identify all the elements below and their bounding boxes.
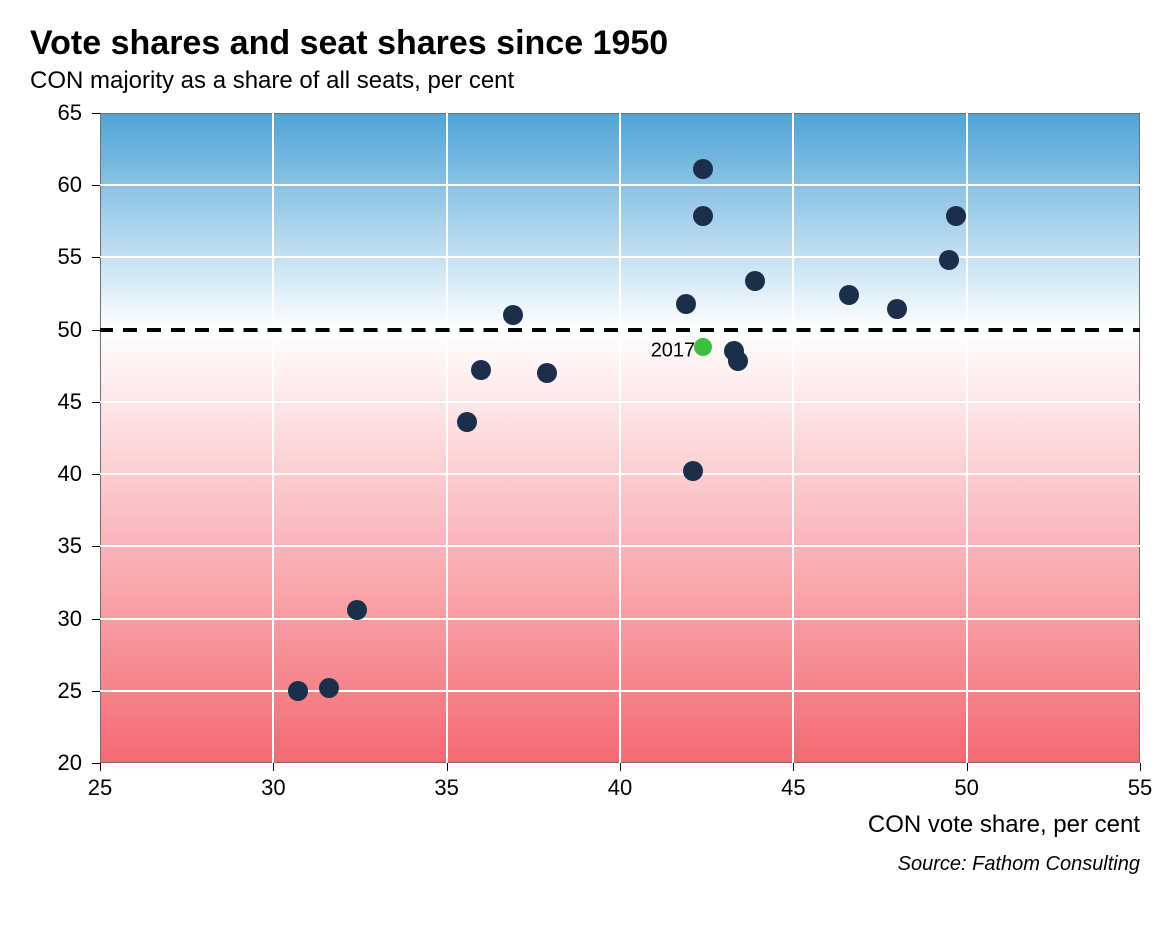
data-point <box>319 678 339 698</box>
y-tick-label: 35 <box>30 533 82 559</box>
data-point-annotation: 2017 <box>651 340 696 363</box>
x-tick-mark <box>793 763 794 771</box>
chart-subtitle: CON majority as a share of all seats, pe… <box>30 67 1140 95</box>
y-tick-label: 20 <box>30 750 82 776</box>
data-point <box>676 294 696 314</box>
x-tick-mark <box>967 763 968 771</box>
x-tick-mark <box>447 763 448 771</box>
y-tick-mark <box>92 185 100 186</box>
data-point <box>683 461 703 481</box>
y-tick-mark <box>92 763 100 764</box>
data-point <box>728 351 748 371</box>
x-tick-mark <box>100 763 101 771</box>
x-tick-label: 40 <box>608 775 632 801</box>
data-point <box>887 299 907 319</box>
data-point <box>347 600 367 620</box>
data-point <box>693 159 713 179</box>
gridline-v <box>619 113 621 763</box>
data-point <box>457 412 477 432</box>
y-tick-label: 30 <box>30 606 82 632</box>
x-tick-mark <box>620 763 621 771</box>
x-tick-label: 50 <box>954 775 978 801</box>
y-tick-label: 60 <box>30 172 82 198</box>
x-tick-label: 30 <box>261 775 285 801</box>
data-point <box>745 271 765 291</box>
x-tick-label: 45 <box>781 775 805 801</box>
data-point <box>503 305 523 325</box>
data-point <box>471 360 491 380</box>
y-tick-label: 55 <box>30 244 82 270</box>
data-point <box>839 285 859 305</box>
y-tick-mark <box>92 474 100 475</box>
y-tick-label: 25 <box>30 678 82 704</box>
y-tick-mark <box>92 257 100 258</box>
chart-source: Source: Fathom Consulting <box>100 853 1140 876</box>
data-point-highlight <box>694 338 712 356</box>
x-tick-label: 35 <box>434 775 458 801</box>
data-point <box>288 681 308 701</box>
chart-title: Vote shares and seat shares since 1950 <box>30 24 1140 63</box>
gridline-v <box>446 113 448 763</box>
chart-container: Vote shares and seat shares since 1950 C… <box>0 0 1170 925</box>
data-point <box>537 363 557 383</box>
y-tick-mark <box>92 330 100 331</box>
data-point <box>939 250 959 270</box>
gridline-v <box>966 113 968 763</box>
y-tick-label: 65 <box>30 100 82 126</box>
reference-line <box>100 328 1140 332</box>
y-tick-mark <box>92 402 100 403</box>
x-tick-mark <box>1140 763 1141 771</box>
x-axis-label: CON vote share, per cent <box>100 811 1140 839</box>
plot-area: 2017 <box>100 113 1140 763</box>
y-tick-mark <box>92 619 100 620</box>
y-tick-label: 45 <box>30 389 82 415</box>
x-tick-label: 55 <box>1128 775 1152 801</box>
y-tick-mark <box>92 113 100 114</box>
y-tick-mark <box>92 546 100 547</box>
y-tick-mark <box>92 691 100 692</box>
plot-wrap: 2017 2025303540455055606525303540455055 <box>30 113 1140 823</box>
gridline-v <box>272 113 274 763</box>
x-tick-label: 25 <box>88 775 112 801</box>
data-point <box>946 206 966 226</box>
y-tick-label: 40 <box>30 461 82 487</box>
y-tick-label: 50 <box>30 317 82 343</box>
x-tick-mark <box>273 763 274 771</box>
gridline-v <box>792 113 794 763</box>
data-point <box>693 206 713 226</box>
